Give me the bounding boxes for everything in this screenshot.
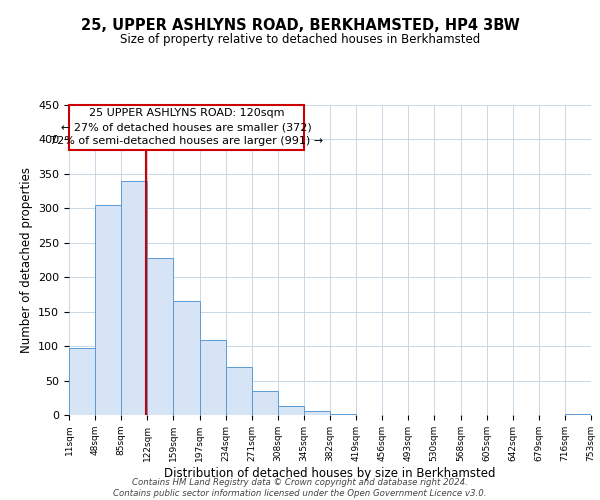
Bar: [226, 368, 252, 415]
Y-axis label: Number of detached properties: Number of detached properties: [20, 167, 32, 353]
Bar: [278, 406, 304, 415]
Text: Contains HM Land Registry data © Crown copyright and database right 2024.
Contai: Contains HM Land Registry data © Crown c…: [113, 478, 487, 498]
Text: 25 UPPER ASHLYNS ROAD: 120sqm
← 27% of detached houses are smaller (372)
72% of : 25 UPPER ASHLYNS ROAD: 120sqm ← 27% of d…: [50, 108, 323, 146]
Bar: [147, 258, 173, 415]
Bar: [200, 340, 226, 415]
FancyBboxPatch shape: [69, 105, 304, 150]
Text: Size of property relative to detached houses in Berkhamsted: Size of property relative to detached ho…: [120, 32, 480, 46]
Text: 25, UPPER ASHLYNS ROAD, BERKHAMSTED, HP4 3BW: 25, UPPER ASHLYNS ROAD, BERKHAMSTED, HP4…: [80, 18, 520, 32]
Bar: [69, 348, 95, 415]
Bar: [304, 411, 330, 415]
Bar: [252, 391, 278, 415]
Bar: [565, 414, 591, 415]
Bar: [330, 414, 356, 415]
X-axis label: Distribution of detached houses by size in Berkhamsted: Distribution of detached houses by size …: [164, 466, 496, 479]
Bar: [95, 205, 121, 415]
Bar: [173, 302, 200, 415]
Bar: [121, 181, 147, 415]
